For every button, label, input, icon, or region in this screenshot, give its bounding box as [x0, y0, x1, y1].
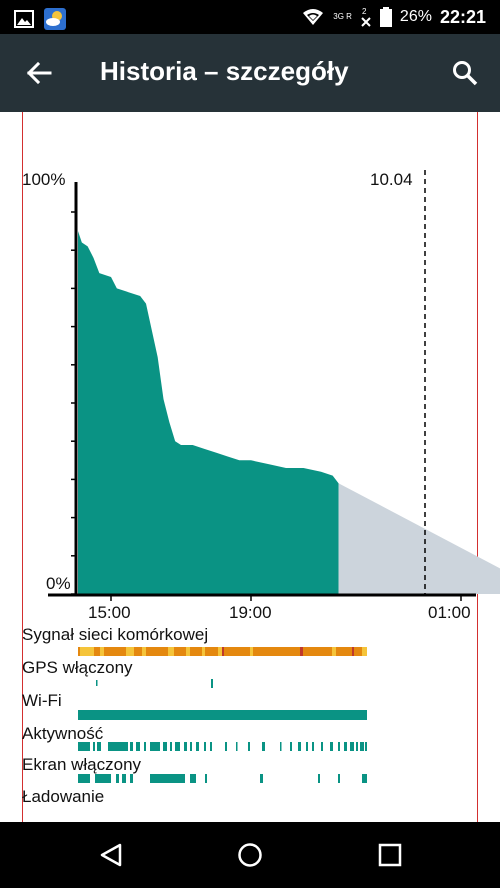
activity-segment	[108, 742, 128, 751]
x-tick-label: 01:00	[428, 603, 471, 622]
cell-signal-segment	[362, 647, 367, 656]
cell-signal-segment	[332, 647, 336, 656]
clock: 22:21	[439, 6, 486, 27]
activity-segment	[360, 742, 364, 751]
activity-segment	[190, 742, 192, 751]
gallery-icon	[14, 10, 34, 28]
activity-segment	[130, 742, 133, 751]
svg-text:2: 2	[362, 7, 367, 16]
app-bar: Historia – szczegóły	[0, 34, 500, 112]
activity-segment	[344, 742, 347, 751]
screen-on-segment	[95, 774, 111, 783]
activity-segment	[236, 742, 238, 751]
track-label-activity: Aktywność	[22, 724, 104, 743]
activity-segment	[150, 742, 160, 751]
navigation-bar	[0, 822, 500, 888]
activity-segment	[248, 742, 250, 751]
wifi-icon	[303, 9, 324, 25]
screen-on-segment	[116, 774, 119, 783]
weather-icon	[44, 8, 66, 30]
screen-on-segment	[205, 774, 207, 783]
activity-segment	[298, 742, 301, 751]
cell-signal-segment	[80, 647, 94, 656]
track-label-gps: GPS włączony	[22, 658, 133, 677]
activity-segment	[262, 742, 265, 751]
activity-segment	[330, 742, 333, 751]
activity-segment	[175, 742, 180, 751]
activity-segment	[136, 742, 140, 751]
cell-signal-segment	[186, 647, 190, 656]
activity-segment	[210, 742, 212, 751]
x-tick-label: 15:00	[88, 603, 131, 622]
network-type: 3G R	[333, 12, 352, 21]
battery-percent: 26%	[399, 8, 432, 25]
activity-segment	[204, 742, 206, 751]
activity-segment	[163, 742, 167, 751]
wifi-bar	[78, 710, 367, 720]
screen-on-segment	[190, 774, 196, 783]
prediction-area	[338, 483, 500, 594]
back-arrow-icon[interactable]	[24, 58, 54, 88]
screen-on-segment	[78, 774, 90, 783]
activity-segment	[280, 742, 282, 751]
activity-segment	[196, 742, 199, 751]
activity-segment	[356, 742, 358, 751]
track-label-cell-signal: Sygnał sieci komórkowej	[22, 625, 209, 644]
screen-on-segment	[362, 774, 367, 783]
track-label-charging: Ładowanie	[22, 787, 105, 806]
back-triangle-icon[interactable]	[98, 842, 124, 868]
home-circle-icon[interactable]	[237, 842, 263, 868]
activity-segment	[290, 742, 292, 751]
x-tick-label: 19:00	[229, 603, 272, 622]
activity-segment	[338, 742, 340, 751]
track-label-screen-on: Ekran włączony	[22, 755, 142, 774]
search-icon[interactable]	[452, 60, 478, 86]
screen-on-segment	[150, 774, 185, 783]
cell-signal-segment	[142, 647, 146, 656]
activity-segment	[78, 742, 90, 751]
activity-segment	[306, 742, 308, 751]
activity-segment	[144, 742, 146, 751]
y-axis-bottom-label: 0%	[46, 574, 71, 593]
activity-segment	[365, 742, 367, 751]
cell-signal-segment	[352, 647, 354, 656]
activity-segment	[93, 742, 95, 751]
cell-signal-segment	[250, 647, 253, 656]
y-axis-top-label: 100%	[22, 170, 66, 189]
content-frame	[22, 112, 478, 822]
battery-level-area	[78, 231, 339, 594]
screen-on-segment	[130, 774, 133, 783]
screen-on-segment	[260, 774, 263, 783]
screen-on-segment	[318, 774, 320, 783]
gps-segment	[96, 680, 98, 686]
cell-signal-segment	[222, 647, 224, 656]
battery-icon	[379, 7, 392, 27]
battery-history-content: 100% 0% 10.04 15:00 19:00 01:00 Sygnał s…	[0, 112, 500, 822]
cell-signal-segment	[100, 647, 104, 656]
marker-label: 10.04	[370, 170, 413, 189]
track-label-wifi: Wi-Fi	[22, 691, 62, 710]
page-title: Historia – szczegóły	[100, 56, 349, 86]
activity-segment	[170, 742, 172, 751]
cell-signal-segment	[218, 647, 223, 656]
cell-signal-segment	[168, 647, 174, 656]
battery-chart	[48, 170, 500, 783]
screen-on-segment	[122, 774, 126, 783]
gps-segment	[211, 679, 213, 688]
cell-signal-segment	[202, 647, 205, 656]
activity-segment	[225, 742, 227, 751]
activity-segment	[350, 742, 354, 751]
activity-segment	[184, 742, 187, 751]
cell-signal-segment	[126, 647, 134, 656]
screen-on-segment	[338, 774, 340, 783]
recents-square-icon[interactable]	[378, 843, 402, 867]
activity-segment	[321, 742, 323, 751]
cell-signal-segment	[300, 647, 303, 656]
signal-icon: 2	[361, 7, 371, 27]
activity-segment	[97, 742, 101, 751]
status-bar: 3G R 2 26% 22:21	[0, 0, 500, 34]
activity-segment	[312, 742, 314, 751]
